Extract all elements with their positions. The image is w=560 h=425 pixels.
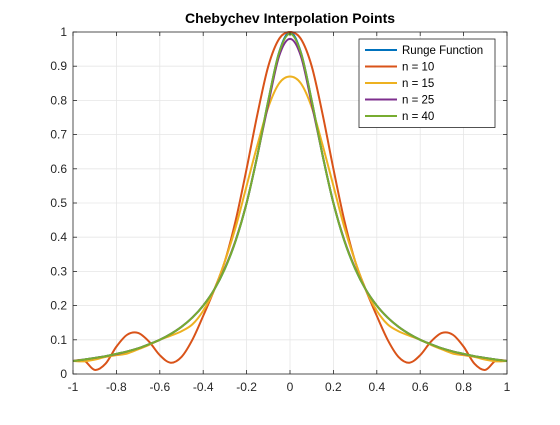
x-tick-label: 0.4 (368, 380, 385, 394)
x-tick-label: -0.8 (106, 380, 127, 394)
x-tick-label: -1 (68, 380, 79, 394)
ticks (72, 31, 508, 375)
x-tick-label: -0.6 (149, 380, 170, 394)
x-tick-label: -0.2 (236, 380, 257, 394)
x-tick-label: 0.6 (412, 380, 429, 394)
y-tick-label: 0.1 (50, 333, 67, 347)
y-tick-label: 0.3 (50, 264, 67, 278)
y-tick-label: 0.4 (50, 230, 67, 244)
y-tick-label: 0.2 (50, 299, 67, 313)
tick-labels: -1 -0.8 -0.6 -0.4 -0.2 0 0.2 0.4 0.6 0.8 1 0 0.1 0.2 0… (50, 25, 510, 394)
y-tick-label: 1 (60, 25, 67, 39)
x-tick-label: 0.2 (325, 380, 342, 394)
legend-label: n = 25 (402, 95, 434, 107)
legend-label: n = 15 (402, 78, 434, 90)
x-tick-label: 0 (287, 380, 294, 394)
y-tick-label: 0.8 (50, 93, 67, 107)
chart-title: Chebychev Interpolation Points (185, 10, 395, 26)
x-tick-label: 0.8 (455, 380, 472, 394)
y-tick-label: 0.6 (50, 162, 67, 176)
legend-label: Runge Function (402, 45, 483, 57)
legend-label: n = 40 (402, 111, 434, 123)
y-tick-label: 0 (60, 367, 67, 381)
x-tick-label: -0.4 (193, 380, 214, 394)
y-tick-label: 0.5 (50, 196, 67, 210)
x-tick-label: 1 (504, 380, 511, 394)
legend-label: n = 10 (402, 62, 434, 74)
y-tick-label: 0.9 (50, 59, 67, 73)
y-tick-label: 0.7 (50, 128, 67, 142)
legend: Runge Function n = 10 n = 15 n = 25 n = 40 (358, 38, 496, 128)
